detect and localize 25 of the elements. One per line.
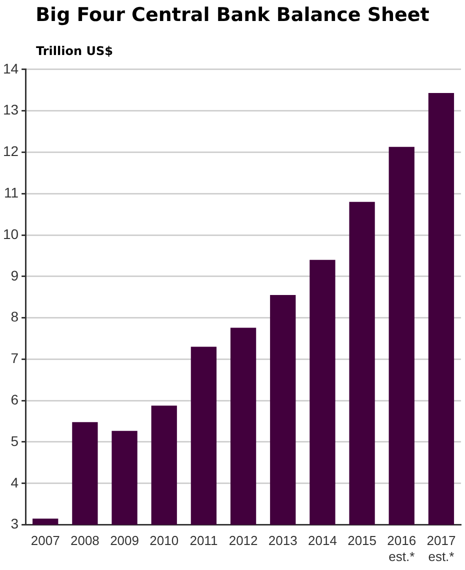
y-tick-label: 3 [10,516,19,532]
y-tick-label: 6 [10,391,19,408]
x-tick-label: 2016 est.* [387,533,416,564]
x-tick-label: 2007 [30,533,60,548]
x-tick-label: 2012 [228,533,258,548]
y-tick-label: 10 [2,226,19,242]
x-tick-label: 2008 [70,533,100,548]
y-tick-label: 4 [10,474,19,490]
y-tick-label: 11 [4,184,19,200]
y-tick-label: 13 [2,102,19,118]
y-tick-label: 12 [2,143,19,160]
x-tick-label: 2009 [110,533,139,548]
chart-title: Big Four Central Bank Balance Sheet [34,4,430,26]
y-tick-label: 5 [10,432,19,449]
x-tick-label: 2011 [190,533,218,548]
y-tick-label: 9 [10,267,19,284]
x-tick-label: 2014 [308,533,337,548]
y-tick-label: 14 [2,60,19,76]
x-tick-label: 2013 [268,533,298,548]
x-tick-label: 2015 [348,533,376,548]
y-tick-label: 8 [10,308,19,325]
y-tick-label: 7 [10,350,19,366]
x-tick-label: 2010 [150,533,179,548]
y-axis-title: Trillion US$ [36,44,113,58]
x-tick-label: 2017 est.* [426,533,456,564]
